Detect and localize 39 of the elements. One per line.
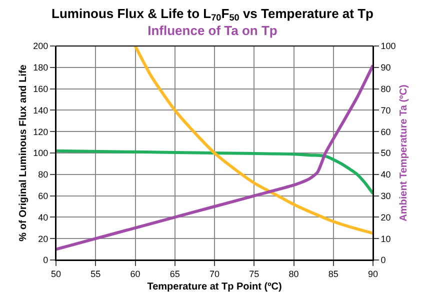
y2-tick-label: 90 <box>380 62 391 73</box>
y-tick-label: 100 <box>33 148 48 158</box>
y2-axis-title: Ambient Temperature Ta (ºC) <box>398 84 410 222</box>
x-tick-label: 55 <box>90 268 101 279</box>
y2-tick-label: 100 <box>380 41 396 52</box>
y-tick-label: 0 <box>43 255 48 266</box>
x-tick-label: 75 <box>249 268 260 279</box>
y-tick-label: 20 <box>38 234 48 244</box>
x-axis-title: Temperature at Tp Point (ºC) <box>147 281 282 292</box>
y2-tick-label: 10 <box>380 234 391 244</box>
x-tick-label: 80 <box>288 268 299 279</box>
y2-tick-label: 70 <box>380 105 391 116</box>
y-tick-label: 180 <box>33 62 48 73</box>
y-tick-label: 60 <box>38 190 48 201</box>
y-tick-label: 200 <box>33 41 48 52</box>
y2-tick-label: 30 <box>380 190 391 201</box>
chart-subtitle: Influence of Ta on Tp <box>148 22 278 38</box>
line-series <box>56 149 373 196</box>
x-tick-label: 60 <box>130 268 140 279</box>
y2-tick-label: 60 <box>380 126 391 137</box>
y-tick-label: 140 <box>33 105 48 116</box>
y-tick-label: 40 <box>38 212 48 222</box>
y2-tick-label: 50 <box>380 148 391 158</box>
line-series <box>56 64 373 251</box>
y-tick-label: 160 <box>33 84 48 94</box>
line-series <box>134 46 373 235</box>
x-tick-label: 85 <box>328 268 338 279</box>
y-tick-label: 120 <box>33 126 48 137</box>
chart-title: Luminous Flux & Life to L$_{70}$F$_{50}$ vs Temperature at Tp <box>52 6 374 23</box>
y-tick-label: 80 <box>38 170 48 180</box>
y-axis-title: % of Original Luminous Flux and Life <box>18 64 30 242</box>
x-tick-label: 90 <box>368 268 378 279</box>
x-tick-label: 50 <box>50 268 62 279</box>
y2-tick-label: 0 <box>380 255 386 266</box>
y2-tick-label: 40 <box>380 170 391 180</box>
y2-tick-label: 20 <box>380 212 391 222</box>
x-tick-label: 70 <box>209 268 220 279</box>
y2-tick-label: 80 <box>380 84 391 94</box>
x-tick-label: 65 <box>170 268 180 279</box>
